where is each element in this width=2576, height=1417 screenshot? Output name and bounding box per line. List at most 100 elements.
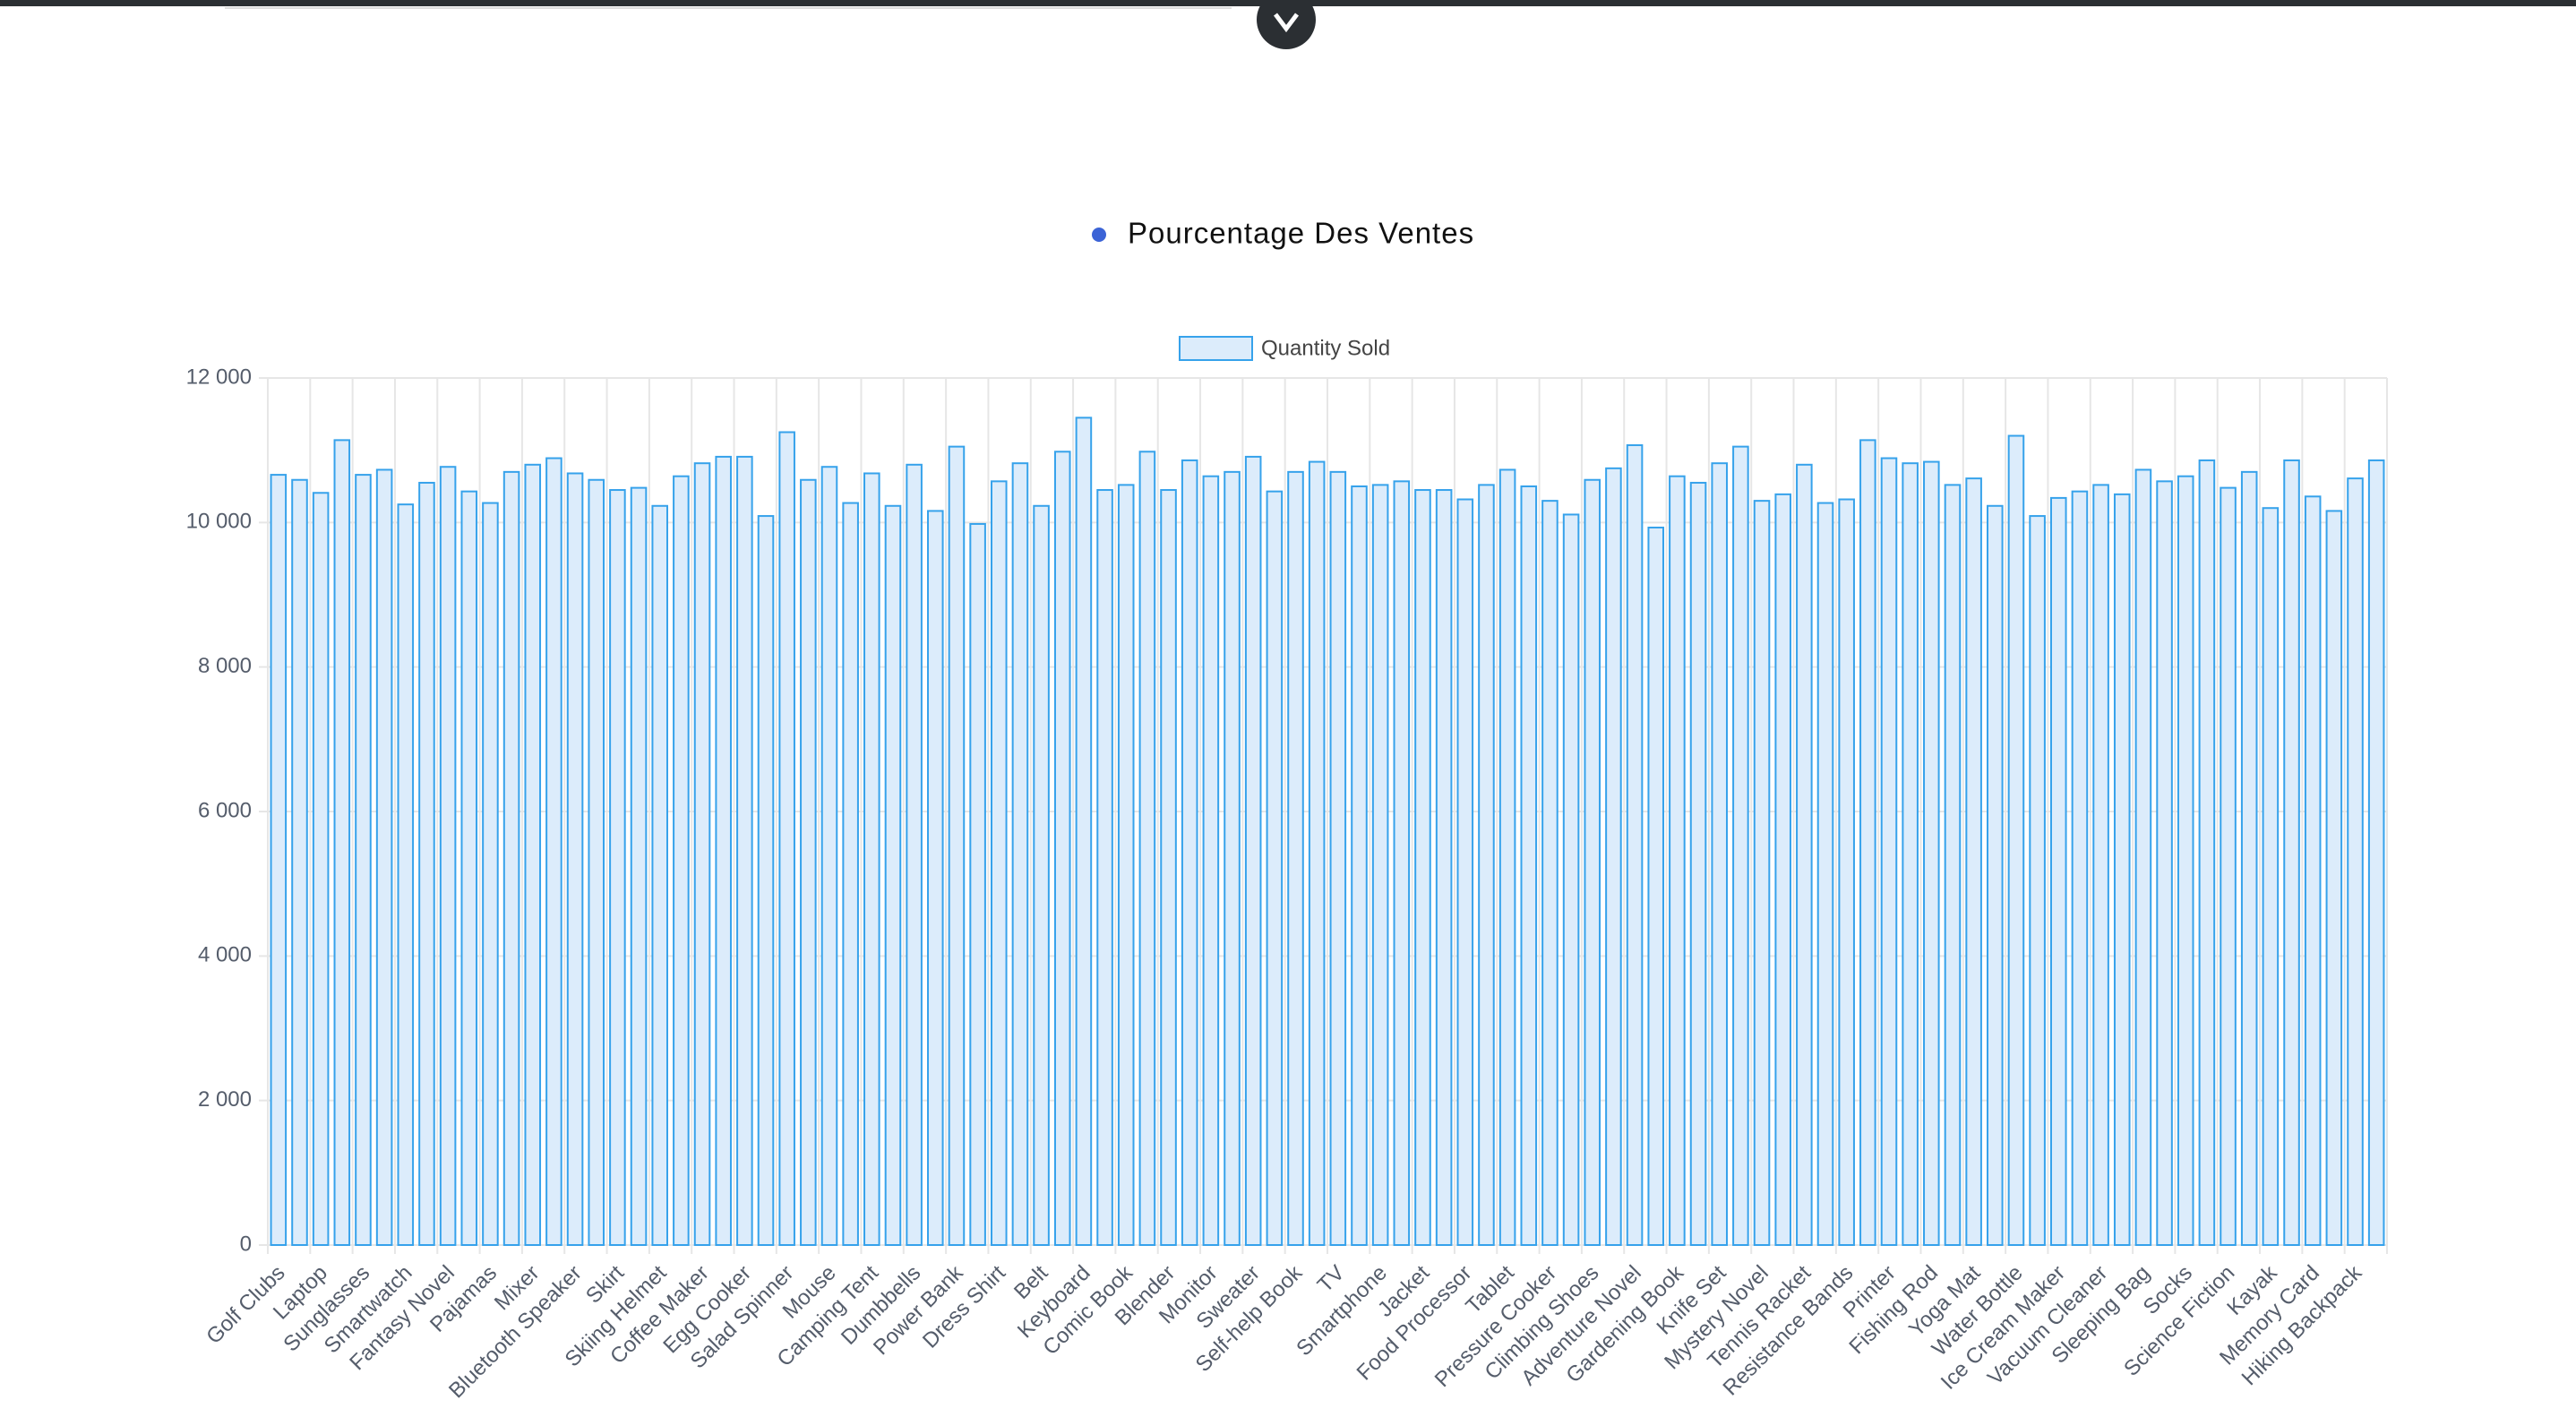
bar [693, 462, 711, 1246]
bar [1923, 460, 1940, 1246]
bar [651, 504, 668, 1246]
bar [1287, 470, 1304, 1246]
bar [1880, 457, 1898, 1247]
bar [1647, 526, 1665, 1246]
bar [2325, 510, 2343, 1246]
bar [1053, 451, 1071, 1246]
bar [566, 472, 584, 1246]
bar [948, 445, 966, 1246]
bar [2092, 484, 2109, 1246]
bar [906, 463, 923, 1246]
bar [2177, 475, 2194, 1246]
bar [800, 478, 817, 1246]
bar [1584, 478, 1601, 1246]
bar [482, 502, 499, 1246]
bar [1669, 475, 1686, 1246]
bar [2134, 468, 2152, 1246]
bar [502, 470, 520, 1246]
bar [312, 492, 330, 1246]
bar [1987, 504, 2004, 1246]
y-tick-label: 10 000 [186, 510, 252, 534]
bar [778, 431, 795, 1246]
bar [673, 475, 690, 1246]
bar [2304, 495, 2322, 1246]
bar [1626, 444, 1644, 1246]
bar [2049, 496, 2067, 1246]
bar [1732, 445, 1749, 1246]
y-tick-label: 0 [240, 1232, 252, 1256]
bar [1075, 417, 1093, 1247]
bar [715, 455, 732, 1246]
bar [2220, 486, 2237, 1246]
bar [1753, 500, 1771, 1246]
bar [397, 503, 415, 1246]
bar [2347, 477, 2364, 1246]
bar [1816, 502, 1834, 1246]
bar [2367, 459, 2385, 1246]
bar [863, 472, 880, 1246]
bar [630, 486, 648, 1246]
bar [2156, 480, 2173, 1246]
bar [2262, 507, 2280, 1246]
bar [588, 478, 605, 1246]
bar [1202, 475, 1220, 1246]
toggle-dot [1092, 228, 1106, 242]
bar [2113, 493, 2131, 1246]
bar [1117, 484, 1135, 1246]
bar [1435, 489, 1453, 1246]
toggle-label[interactable]: Pourcentage Des Ventes [1128, 217, 1474, 250]
bar [1033, 504, 1050, 1246]
bar [927, 510, 944, 1246]
y-tick-label: 8 000 [198, 654, 252, 678]
chevron-icon [1274, 13, 1299, 33]
bar [609, 489, 626, 1246]
bar [1414, 489, 1431, 1246]
legend-swatch [1179, 336, 1253, 361]
bar [736, 455, 753, 1246]
bar [1456, 498, 1474, 1246]
bar [1244, 455, 1262, 1246]
bar [439, 466, 457, 1246]
bar [545, 457, 562, 1247]
bar [1498, 468, 1516, 1246]
bar [333, 439, 351, 1246]
bar [460, 490, 478, 1246]
bar [1838, 498, 1855, 1246]
legend-label: Quantity Sold [1261, 336, 1390, 360]
bar [270, 474, 288, 1246]
bar [1181, 459, 1198, 1246]
bar [1478, 484, 1495, 1246]
bar [1902, 462, 1919, 1246]
y-tick-label: 6 000 [198, 798, 252, 822]
bar [1541, 500, 1558, 1246]
bar [1796, 463, 1813, 1246]
bar [1224, 470, 1241, 1246]
bar [1351, 485, 1368, 1246]
bar [1266, 490, 1284, 1246]
bar [355, 474, 372, 1246]
bar [1562, 513, 1580, 1246]
bar [1774, 493, 1791, 1246]
bar [1011, 462, 1029, 1246]
bar [2071, 490, 2089, 1246]
bar [1371, 484, 1389, 1246]
bar [757, 515, 775, 1246]
bar [2029, 515, 2046, 1246]
bar [990, 480, 1008, 1246]
bar [884, 504, 902, 1246]
bar [1689, 481, 1707, 1246]
y-tick-label: 2 000 [198, 1087, 252, 1112]
bar [524, 463, 542, 1246]
bar [969, 522, 986, 1246]
bar [375, 468, 393, 1246]
bar [1308, 460, 1326, 1246]
y-tick-label: 4 000 [198, 943, 252, 967]
bar [1520, 485, 1538, 1246]
bar [1965, 477, 1982, 1246]
bar [2283, 459, 2300, 1246]
y-tick-label: 12 000 [186, 365, 252, 389]
collapse-button[interactable] [1257, 0, 1316, 49]
bar [1138, 451, 1156, 1246]
